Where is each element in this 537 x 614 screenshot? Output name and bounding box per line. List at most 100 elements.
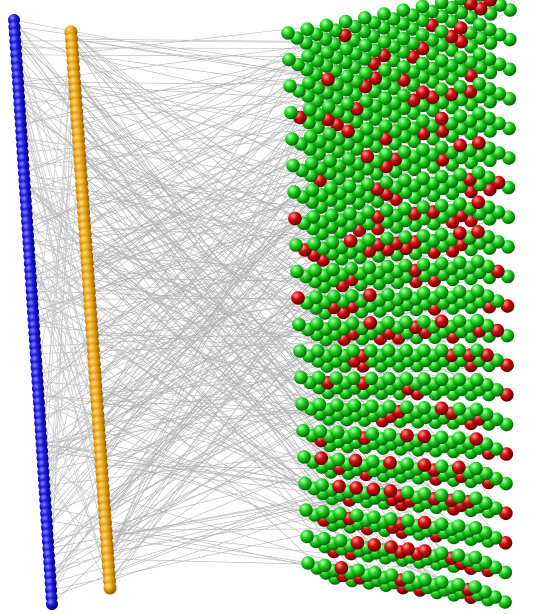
green-node <box>328 317 342 331</box>
green-node <box>330 398 344 412</box>
green-node <box>329 344 343 358</box>
green-node <box>398 145 412 159</box>
green-node <box>283 79 297 93</box>
green-node <box>452 431 466 445</box>
red-node <box>288 212 302 226</box>
green-node <box>312 371 326 385</box>
green-node <box>416 0 430 13</box>
green-node <box>327 290 341 304</box>
green-node <box>313 398 327 412</box>
red-node <box>418 544 432 558</box>
green-node <box>452 402 466 416</box>
green-node <box>399 287 413 301</box>
green-node <box>452 578 466 592</box>
green-node <box>293 344 307 358</box>
green-node <box>452 549 466 563</box>
red-node <box>341 125 355 139</box>
red-node <box>435 315 449 329</box>
green-node <box>417 229 431 243</box>
green-node <box>417 401 431 415</box>
red-node <box>321 73 335 87</box>
red-node <box>471 225 485 239</box>
green-node <box>468 580 482 594</box>
red-node <box>361 150 375 164</box>
green-node <box>473 18 487 32</box>
green-node <box>399 344 413 358</box>
green-node <box>323 127 337 141</box>
green-node <box>308 264 322 278</box>
red-node <box>453 139 467 153</box>
green-node <box>320 46 334 60</box>
green-node <box>453 256 467 270</box>
green-node <box>294 371 308 385</box>
green-node <box>304 130 318 144</box>
green-node <box>378 91 392 105</box>
green-node <box>435 54 449 68</box>
red-node <box>332 480 346 494</box>
green-node <box>287 185 301 199</box>
green-node <box>311 344 325 358</box>
green-node <box>417 258 431 272</box>
green-node <box>472 107 486 121</box>
green-node <box>399 259 413 273</box>
green-node <box>350 509 364 523</box>
green-node <box>286 159 300 173</box>
red-node <box>435 112 449 126</box>
green-node <box>435 286 449 300</box>
green-node <box>346 344 360 358</box>
green-node <box>453 344 467 358</box>
green-node <box>469 551 483 565</box>
green-node <box>452 490 466 504</box>
graph-view <box>0 0 537 614</box>
green-node <box>380 176 394 190</box>
green-node <box>320 19 334 33</box>
green-node <box>470 373 484 387</box>
red-node <box>401 542 415 556</box>
green-node <box>416 57 430 71</box>
green-node <box>435 373 449 387</box>
green-node <box>471 314 485 328</box>
green-node <box>334 534 348 548</box>
green-node <box>310 317 324 331</box>
green-node <box>471 284 485 298</box>
green-node <box>297 450 311 464</box>
green-node <box>399 315 413 329</box>
edge <box>47 521 325 566</box>
green-node <box>281 26 295 40</box>
red-node <box>453 226 467 240</box>
red-node <box>384 484 398 498</box>
red-node <box>291 291 305 305</box>
green-node <box>435 199 449 213</box>
green-node <box>378 35 392 49</box>
green-node <box>365 372 379 386</box>
green-node <box>398 202 412 216</box>
green-node <box>292 318 306 332</box>
green-node <box>300 22 314 36</box>
orange-node <box>104 582 117 595</box>
green-node <box>345 289 359 303</box>
green-node <box>417 344 431 358</box>
red-node <box>472 136 486 150</box>
green-node <box>282 53 296 67</box>
green-node <box>435 25 449 39</box>
green-node <box>401 514 415 528</box>
green-node <box>452 373 466 387</box>
green-node <box>306 183 320 197</box>
green-node <box>363 261 377 275</box>
green-node <box>298 477 312 491</box>
green-node <box>382 344 396 358</box>
red-node <box>344 234 358 248</box>
green-node <box>367 510 381 524</box>
green-node <box>290 265 304 279</box>
green-node <box>347 371 361 385</box>
green-node <box>351 563 365 577</box>
green-node <box>435 141 449 155</box>
green-node <box>331 425 345 439</box>
green-node <box>472 166 486 180</box>
green-node <box>435 83 449 97</box>
green-node <box>323 154 337 168</box>
green-node <box>454 80 468 94</box>
green-node <box>314 425 328 439</box>
green-node <box>300 530 314 544</box>
green-node <box>400 372 414 386</box>
